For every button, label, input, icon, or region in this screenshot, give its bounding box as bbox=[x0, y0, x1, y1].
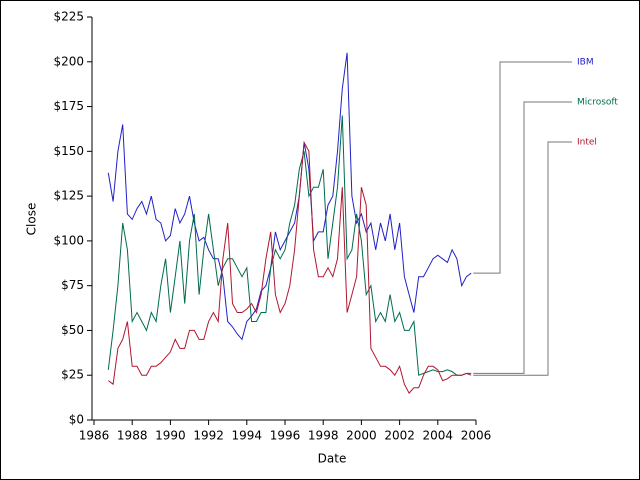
x-tick-label: 1990 bbox=[155, 429, 186, 443]
x-tick-label: 1986 bbox=[79, 429, 110, 443]
y-axis-title: Close bbox=[25, 203, 39, 236]
series-line bbox=[107, 115, 472, 376]
y-tick-label: $100 bbox=[53, 233, 84, 247]
y-tick-label: $200 bbox=[53, 54, 84, 68]
x-tick-label: 1988 bbox=[117, 429, 148, 443]
x-tick-label: 2002 bbox=[384, 429, 415, 443]
x-tick-label: 2004 bbox=[423, 429, 454, 443]
y-tick-label: $225 bbox=[53, 10, 84, 24]
y-tick-label: $150 bbox=[53, 144, 84, 158]
x-tick-label: 1996 bbox=[270, 429, 301, 443]
y-tick-label: $75 bbox=[61, 278, 84, 292]
y-tick-label: $50 bbox=[61, 323, 84, 337]
y-tick-label: $25 bbox=[61, 368, 84, 382]
y-tick-label: $0 bbox=[69, 413, 84, 427]
x-tick-label: 2000 bbox=[346, 429, 377, 443]
y-tick-label: $175 bbox=[53, 99, 84, 113]
series-line bbox=[107, 52, 472, 341]
y-tick-label: $125 bbox=[53, 189, 84, 203]
x-tick-label: 1992 bbox=[193, 429, 224, 443]
legend-label: Intel bbox=[577, 138, 597, 148]
x-tick-label: 1994 bbox=[232, 429, 263, 443]
x-axis-title: Date bbox=[318, 452, 347, 466]
series-line bbox=[108, 140, 472, 394]
legend-label: IBM bbox=[577, 58, 594, 68]
x-tick-label: 2006 bbox=[461, 429, 492, 443]
legend-label: Microsoft bbox=[577, 98, 618, 108]
x-tick-label: 1998 bbox=[308, 429, 339, 443]
legend-leader bbox=[473, 101, 572, 374]
legend-leader bbox=[473, 61, 572, 274]
legend-leader bbox=[473, 141, 572, 376]
